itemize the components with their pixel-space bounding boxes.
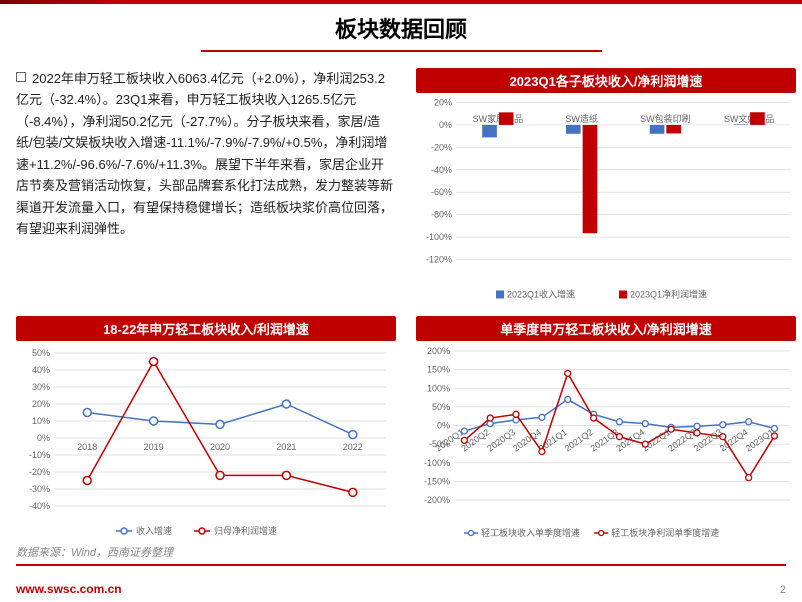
body-grid: 2022年申万轻工板块收入6063.4亿元（+2.0%），净利润253.2亿元（… [0,56,802,536]
chart-quarterly-title: 单季度申万轻工板块收入/净利润增速 [416,316,796,341]
svg-text:-100%: -100% [424,458,450,468]
svg-text:2021Q3: 2021Q3 [589,427,621,454]
footer-url: www.swsc.com.cn [16,582,173,596]
svg-text:-120%: -120% [426,255,452,265]
svg-text:2019: 2019 [144,442,164,452]
svg-text:-40%: -40% [29,501,50,511]
svg-text:100%: 100% [427,383,450,393]
svg-text:10%: 10% [32,416,50,426]
svg-text:0%: 0% [437,421,450,431]
svg-text:2020Q3: 2020Q3 [485,427,517,454]
svg-text:轻工板块净利润单季度增速: 轻工板块净利润单季度增速 [611,527,719,538]
svg-text:2023Q1: 2023Q1 [744,427,776,454]
svg-text:20%: 20% [32,399,50,409]
summary-text-block: 2022年申万轻工板块收入6063.4亿元（+2.0%），净利润253.2亿元（… [16,68,396,308]
chart-q1-card: 2023Q1各子板块收入/净利润增速 -120% -100% -80% -60% -40… [416,68,796,308]
chart-1822-area: -40% -30% -20% -10% 0% 10% 20% 30% 40% 50% 2018 201… [16,345,396,540]
svg-text:-10%: -10% [29,450,50,460]
svg-text:2023Q1净利润增速: 2023Q1净利润增速 [630,289,707,300]
chart-1822-card: 18-22年申万轻工板块收入/利润增速 -40% -30% -20% -10% 0% 10… [16,316,396,536]
bullet-icon [16,72,26,82]
svg-text:150%: 150% [427,365,450,375]
svg-text:-200%: -200% [424,495,450,505]
svg-text:0%: 0% [439,120,452,130]
svg-text:200%: 200% [427,346,450,356]
svg-text:SW造纸: SW造纸 [565,113,598,124]
chart-q1-title: 2023Q1各子板块收入/净利润增速 [416,68,796,93]
svg-text:-60%: -60% [431,187,452,197]
svg-text:50%: 50% [432,402,450,412]
svg-text:-30%: -30% [29,484,50,494]
svg-text:轻工板块收入单季度增速: 轻工板块收入单季度增速 [481,527,580,538]
chart-quarterly-area: -200%-150%-100%-50%0%50%100%150%200%2020… [416,345,796,540]
data-source: 数据来源：Wind，西南证券整理 [16,544,173,560]
header-underline [201,50,602,52]
svg-text:0%: 0% [37,433,50,443]
svg-text:2021Q2: 2021Q2 [563,427,595,454]
svg-text:40%: 40% [32,365,50,375]
svg-text:-40%: -40% [431,165,452,175]
svg-text:-100%: -100% [426,232,452,242]
svg-text:2020: 2020 [210,442,230,452]
svg-text:2021: 2021 [276,442,296,452]
slide-header: 板块数据回顾 [0,0,802,56]
svg-text:-150%: -150% [424,476,450,486]
svg-text:20%: 20% [434,98,452,108]
svg-text:归母净利润增速: 归母净利润增速 [214,525,277,536]
svg-text:2018: 2018 [77,442,97,452]
svg-text:2023Q1收入增速: 2023Q1收入增速 [507,289,575,300]
svg-text:30%: 30% [32,382,50,392]
svg-text:收入增速: 收入增速 [136,525,172,536]
svg-text:SW家居用品: SW家居用品 [473,113,524,124]
svg-text:SW文娱用品: SW文娱用品 [724,113,775,124]
header-stripe [0,0,802,4]
svg-text:SW包装印刷: SW包装印刷 [640,113,691,124]
summary-text: 2022年申万轻工板块收入6063.4亿元（+2.0%），净利润253.2亿元（… [16,71,393,236]
svg-text:-20%: -20% [29,467,50,477]
svg-text:2022: 2022 [343,442,363,452]
chart-q1-area: -120% -100% -80% -60% -40% -20% 0% 20% SW家居用品 SW造… [416,97,796,308]
svg-text:50%: 50% [32,348,50,358]
chart-quarterly-card: 单季度申万轻工板块收入/净利润增速 -200%-150%-100%-50%0%5… [416,316,796,536]
page-title: 板块数据回顾 [0,0,802,44]
page-number: 2 [780,584,786,596]
svg-text:-20%: -20% [431,142,452,152]
svg-text:-80%: -80% [431,210,452,220]
chart-1822-title: 18-22年申万轻工板块收入/利润增速 [16,316,396,341]
footer: 数据来源：Wind，西南证券整理 www.swsc.com.cn 2 [16,564,786,596]
